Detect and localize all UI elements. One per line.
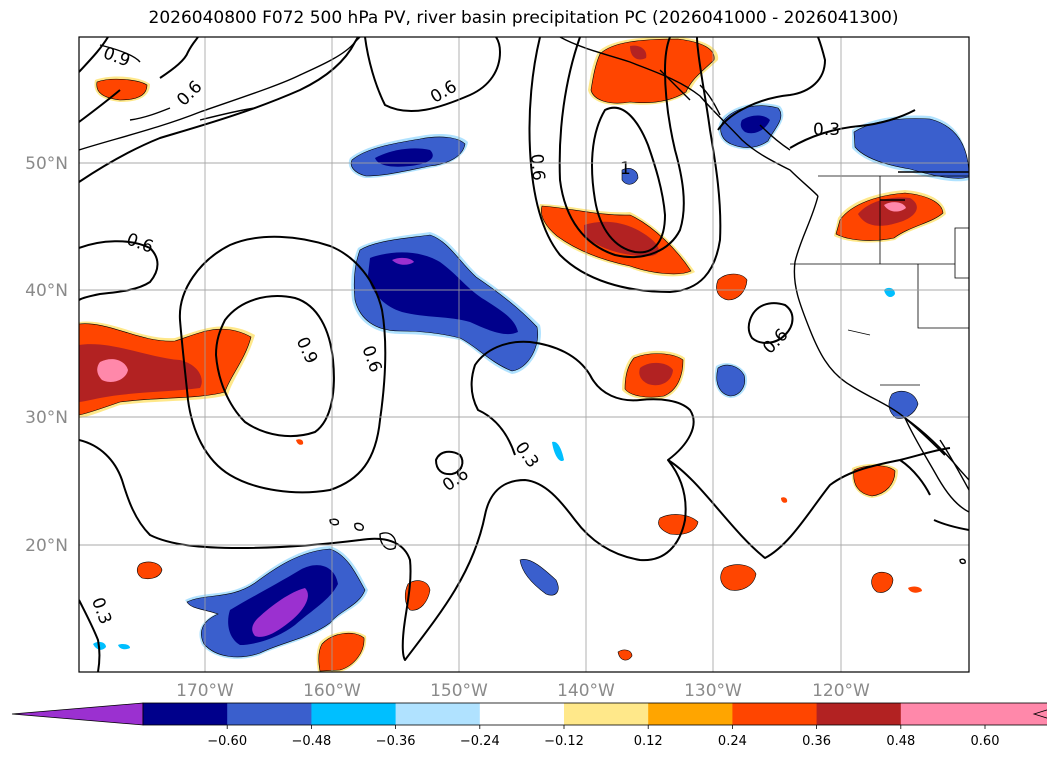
colorbar-segment: [816, 703, 902, 725]
lat-label: 20°N: [25, 536, 68, 556]
colorbar-ticks: −0.60 −0.48 −0.36 −0.24 −0.12 0.12 0.24 0.36 0.4…: [207, 725, 999, 749]
colorbar-tick-label: 0.60: [971, 734, 1000, 749]
colorbar-frame: [142, 702, 1047, 726]
colorbar-segment: [732, 703, 818, 725]
political-borders: [790, 175, 969, 386]
lon-label: 150°W: [430, 681, 488, 701]
colorbar-extend-under: [11, 702, 144, 726]
colorbar-tick-label: −0.48: [291, 734, 331, 749]
longitude-labels: 170°W 160°W 150°W 140°W 130°W 120°W: [176, 681, 870, 701]
colorbar-tick-label: −0.12: [544, 734, 584, 749]
lon-label: 130°W: [684, 681, 742, 701]
colorbar-segment: [648, 703, 733, 725]
coastlines: [79, 37, 969, 565]
colorbar-tick-label: 0.36: [802, 734, 831, 749]
colorbar-extend-over: [1032, 709, 1047, 719]
lat-label: 30°N: [25, 408, 68, 428]
lat-label: 40°N: [25, 281, 68, 301]
colorbar-tick-label: −0.24: [460, 734, 500, 749]
colorbar-segment: [985, 703, 1047, 725]
colorbar: [11, 702, 1047, 726]
lon-label: 140°W: [557, 681, 615, 701]
colorbar-segment: [311, 703, 397, 725]
colorbar-tick-label: −0.60: [207, 734, 247, 749]
colorbar-tick-label: −0.36: [376, 734, 416, 749]
colorbar-segment: [564, 703, 649, 725]
colorbar-tick-label: 0.24: [718, 734, 747, 749]
latitude-labels: 50°N 40°N 30°N 20°N: [25, 154, 68, 556]
colorbar-segment: [900, 703, 986, 725]
colorbar-tick-label: 0.12: [634, 734, 663, 749]
colorbar-segment: [143, 703, 228, 725]
plot-frame: [78, 36, 970, 673]
lat-label: 50°N: [25, 154, 68, 174]
map-title: 2026040800 F072 500 hPa PV, river basin …: [148, 8, 899, 28]
lon-label: 160°W: [303, 681, 361, 701]
gridlines: [79, 37, 969, 672]
colorbar-tick-label: 0.48: [886, 734, 915, 749]
lon-label: 170°W: [176, 681, 234, 701]
contour-label: 1: [620, 159, 631, 179]
colorbar-segment: [395, 703, 481, 725]
contour-label: 0.6: [526, 153, 548, 182]
pv-contours: [79, 37, 969, 672]
colorbar-segment: [227, 703, 312, 725]
colorbar-segment: [479, 703, 565, 725]
contour-label: 0.3: [813, 120, 840, 140]
lon-label: 120°W: [812, 681, 870, 701]
